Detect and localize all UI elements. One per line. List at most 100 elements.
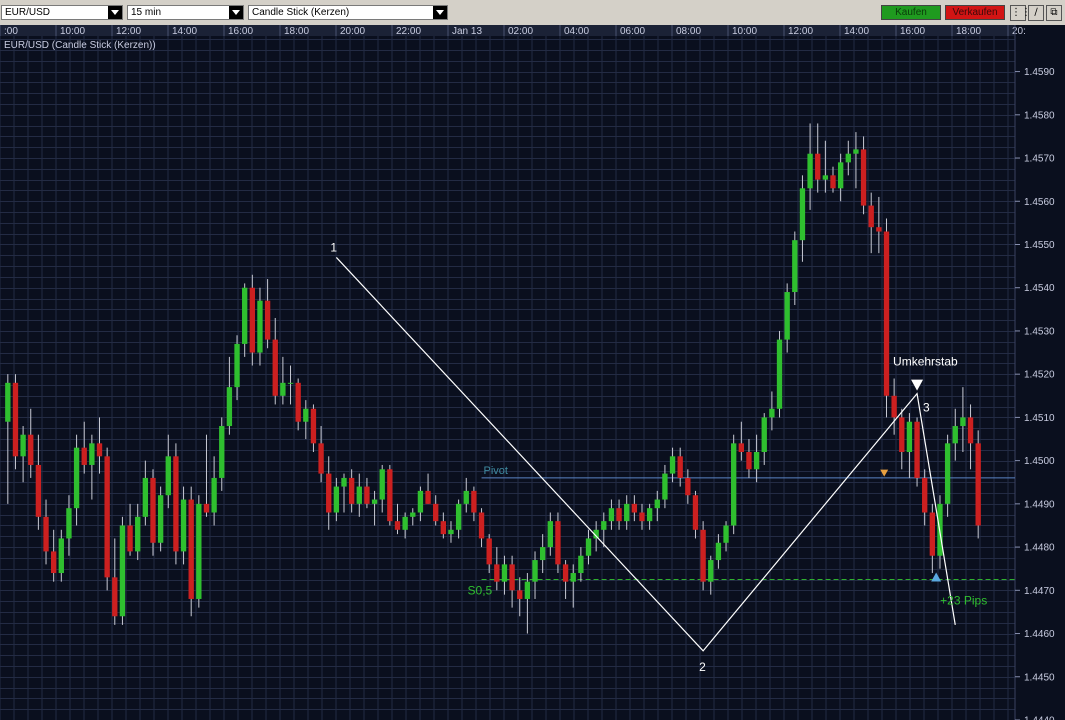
candle-body-up xyxy=(753,451,760,470)
candle-body-down xyxy=(738,443,744,452)
price-label: 1.4460 xyxy=(1024,629,1055,640)
candle-body-up xyxy=(524,581,531,599)
candle-body-down xyxy=(173,456,179,552)
candle-body-down xyxy=(104,456,110,578)
price-label: 1.4560 xyxy=(1024,197,1055,208)
candle-body-down xyxy=(494,564,500,582)
candle-body-up xyxy=(135,516,141,552)
chevron-down-icon[interactable] xyxy=(433,6,447,19)
candle-body-down xyxy=(394,521,401,530)
sell-button[interactable]: Verkaufen xyxy=(945,5,1005,20)
time-label: :00 xyxy=(4,26,18,37)
candle-body-down xyxy=(150,477,156,543)
chart-style-select[interactable]: Candle Stick (Kerzen) xyxy=(248,5,448,20)
candle-body-down xyxy=(96,443,103,457)
candle-body-up xyxy=(165,456,171,496)
sell-signal-icon xyxy=(880,469,889,477)
candle-body-down xyxy=(616,508,622,522)
price-label: 1.4440 xyxy=(1024,716,1055,720)
time-label: 12:00 xyxy=(116,26,141,37)
candle-body-down xyxy=(28,434,34,465)
candle-body-down xyxy=(364,486,370,504)
buy-button[interactable]: Kaufen xyxy=(881,5,941,20)
pivot-label: Pivot xyxy=(484,465,508,477)
time-label: 04:00 xyxy=(564,26,589,37)
price-label: 1.4500 xyxy=(1024,456,1055,467)
candle-body-up xyxy=(463,490,469,504)
candle-body-down xyxy=(326,473,332,513)
candle-body-down xyxy=(883,231,890,396)
candle-body-down xyxy=(639,512,645,522)
candle-body-up xyxy=(646,508,653,522)
candle-body-down xyxy=(387,469,393,522)
candle-body-up xyxy=(723,525,729,543)
draw-line-icon[interactable]: ∕ xyxy=(1028,5,1044,21)
candle-body-up xyxy=(547,521,553,548)
price-axis: 1.4590 1.4580 1.4570 1.4560 1.4550 1.4540 1.45… xyxy=(1015,67,1055,720)
candle-body-up xyxy=(402,516,408,530)
candle-body-up xyxy=(66,508,72,539)
candle-body-up xyxy=(731,443,737,526)
candle-body-down xyxy=(425,490,431,504)
candle-body-down xyxy=(249,287,255,353)
candlestick-chart[interactable]: :00 10:00 12:00 14:00 16:00 18:00 20:00 22:00 Ja… xyxy=(0,25,1065,720)
candle-body-down xyxy=(868,205,874,228)
candle-body-up xyxy=(501,564,508,582)
candle-body-up xyxy=(784,292,790,340)
candle-body-down xyxy=(478,512,485,539)
symbol-value: EUR/USD xyxy=(5,7,51,18)
candle-body-up xyxy=(608,508,615,522)
candle-body-up xyxy=(196,503,202,599)
support-label: S0,5 xyxy=(468,584,493,598)
detach-window-icon[interactable]: ⧉ xyxy=(1046,5,1062,21)
candle-body-up xyxy=(257,300,263,353)
time-label: Jan 13 xyxy=(452,26,482,37)
candle-body-up xyxy=(792,240,798,293)
candle-body-down xyxy=(43,516,49,552)
buy-signal-icon xyxy=(931,572,942,582)
candle-body-down xyxy=(264,300,271,340)
time-axis: :00 10:00 12:00 14:00 16:00 18:00 20:00 22:00 Ja… xyxy=(0,25,1026,37)
candle-body-up xyxy=(853,149,859,154)
candle-body-down xyxy=(517,590,523,599)
price-label: 1.4590 xyxy=(1024,67,1055,78)
candle-body-up xyxy=(662,473,668,500)
candle-body-up xyxy=(455,503,462,530)
candle-body-down xyxy=(318,443,324,474)
candle-body-up xyxy=(341,477,347,487)
candle-body-down xyxy=(310,408,317,444)
candle-body-down xyxy=(35,464,42,517)
chart-grid xyxy=(0,36,1015,720)
price-label: 1.4490 xyxy=(1024,499,1055,510)
chevron-down-icon[interactable] xyxy=(229,6,243,19)
candle-body-up xyxy=(234,343,240,388)
candle-body-up xyxy=(570,573,576,582)
symbol-select[interactable]: EUR/USD xyxy=(1,5,123,20)
candle-body-up xyxy=(287,382,294,384)
time-label: 20:00 xyxy=(340,26,365,37)
chevron-down-icon[interactable] xyxy=(108,6,122,19)
candle-body-up xyxy=(708,560,714,582)
candle-body-up xyxy=(715,542,722,561)
candle-body-up xyxy=(417,490,424,513)
candle-body-down xyxy=(922,477,928,513)
candle-body-down xyxy=(188,499,194,599)
time-axis-band xyxy=(0,25,1015,36)
candle-body-down xyxy=(631,503,638,513)
candle-body-up xyxy=(593,529,599,539)
candle-body-up xyxy=(960,417,966,427)
pattern-point-1: 1 xyxy=(330,240,337,254)
candle-body-down xyxy=(692,495,699,530)
time-label: 14:00 xyxy=(172,26,197,37)
candle-body-down xyxy=(876,227,882,232)
candle-body-up xyxy=(906,421,913,452)
time-label: 18:00 xyxy=(284,26,309,37)
candle-body-up xyxy=(211,477,217,513)
interval-select[interactable]: 15 min xyxy=(127,5,244,20)
reversal-bar-label: Umkehrstab xyxy=(893,355,958,369)
candle-body-up xyxy=(807,153,813,189)
candle-body-down xyxy=(929,512,936,556)
time-label: 20: xyxy=(1012,26,1026,37)
candle-style-icon[interactable]: ⋮⋮ xyxy=(1010,5,1031,21)
candle-body-down xyxy=(509,564,515,591)
